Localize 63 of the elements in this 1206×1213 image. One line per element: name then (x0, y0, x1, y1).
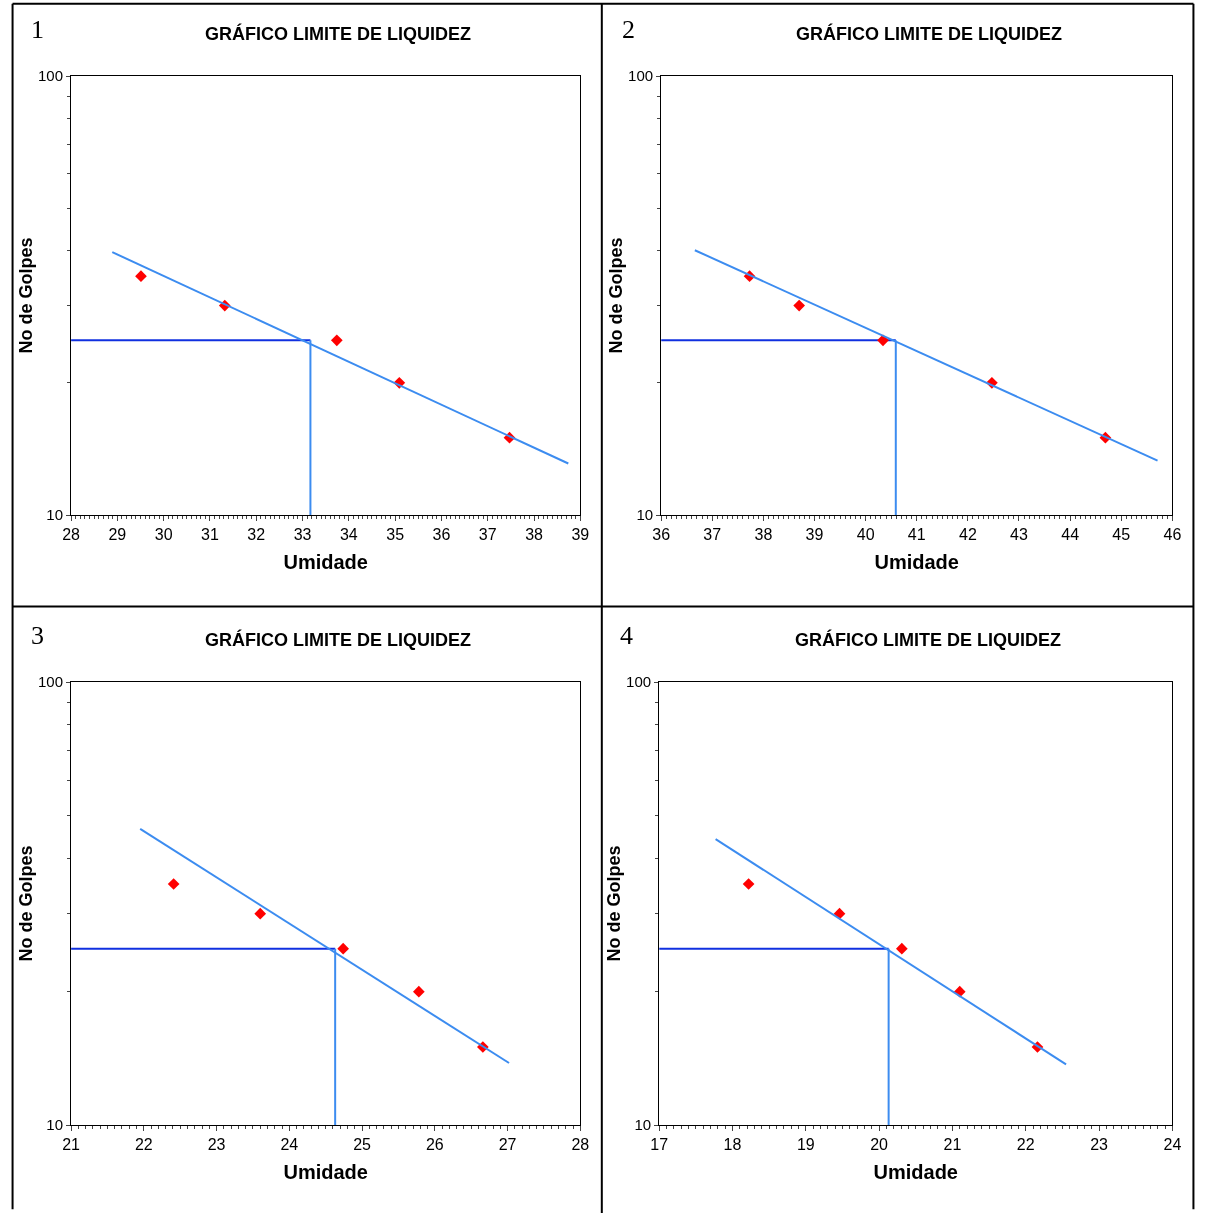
x-tick-label: 28 (62, 526, 81, 544)
x-tick-label: 38 (754, 526, 773, 544)
y-tick-label: 100 (628, 67, 654, 85)
x-axis-title: Umidade (283, 550, 368, 573)
x-tick-label: 23 (207, 1136, 226, 1154)
x-tick-label: 25 (353, 1136, 372, 1154)
x-tick-label: 32 (247, 526, 266, 544)
x-tick-label: 17 (650, 1136, 669, 1154)
x-tick-label: 45 (1112, 526, 1131, 544)
x-tick-label: 41 (907, 526, 926, 544)
y-tick-label: 100 (38, 673, 64, 691)
x-tick-label: 36 (652, 526, 671, 544)
x-axis-title: Umidade (283, 1160, 368, 1183)
x-tick-label: 31 (201, 526, 219, 544)
y-axis-title: No de Golpes (606, 237, 627, 354)
y-tick-label: 100 (38, 67, 64, 85)
x-tick-label: 23 (1090, 1136, 1109, 1154)
chart-title: GRÁFICO LIMITE DE LIQUIDEZ (205, 629, 471, 650)
x-tick-label: 19 (796, 1136, 815, 1154)
text: 1 (31, 15, 44, 44)
y-tick-label: 100 (626, 673, 652, 691)
y-tick-label: 10 (634, 1116, 652, 1134)
y-axis-title: No de Golpes (604, 845, 625, 962)
x-tick-label: 24 (1163, 1136, 1182, 1154)
chart-title: GRÁFICO LIMITE DE LIQUIDEZ (796, 23, 1062, 44)
x-tick-label: 30 (154, 526, 173, 544)
x-tick-label: 29 (108, 526, 127, 544)
x-tick-label: 28 (571, 1136, 590, 1154)
x-tick-label: 34 (339, 526, 358, 544)
x-tick-label: 24 (280, 1136, 299, 1154)
text: 2 (622, 15, 635, 44)
x-tick-label: 39 (805, 526, 824, 544)
x-tick-label: 44 (1061, 526, 1080, 544)
text: 4 (620, 621, 633, 650)
y-tick-label: 10 (46, 1116, 64, 1134)
chart-title: GRÁFICO LIMITE DE LIQUIDEZ (795, 629, 1061, 650)
x-tick-label: 38 (525, 526, 544, 544)
x-tick-label: 27 (498, 1136, 517, 1154)
x-tick-label: 21 (62, 1136, 81, 1154)
text: 3 (31, 621, 44, 650)
x-tick-label: 21 (943, 1136, 962, 1154)
x-tick-label: 42 (958, 526, 977, 544)
x-tick-label: 33 (293, 526, 312, 544)
x-tick-label: 37 (703, 526, 722, 544)
chart-title: GRÁFICO LIMITE DE LIQUIDEZ (205, 23, 471, 44)
x-tick-label: 20 (870, 1136, 889, 1154)
x-tick-label: 18 (723, 1136, 742, 1154)
x-tick-label: 26 (425, 1136, 444, 1154)
y-axis-title: No de Golpes (16, 237, 37, 354)
y-tick-label: 10 (636, 506, 654, 524)
x-tick-label: 43 (1010, 526, 1028, 544)
x-axis-title: Umidade (873, 1160, 958, 1183)
x-tick-label: 36 (432, 526, 451, 544)
y-axis-title: No de Golpes (16, 845, 37, 962)
x-tick-label: 35 (386, 526, 405, 544)
x-axis-title: Umidade (874, 550, 959, 573)
y-tick-label: 10 (46, 506, 64, 524)
x-tick-label: 46 (1163, 526, 1182, 544)
x-tick-label: 22 (134, 1136, 153, 1154)
x-tick-label: 39 (571, 526, 590, 544)
x-tick-label: 37 (478, 526, 497, 544)
x-tick-label: 22 (1016, 1136, 1035, 1154)
x-tick-label: 40 (856, 526, 875, 544)
